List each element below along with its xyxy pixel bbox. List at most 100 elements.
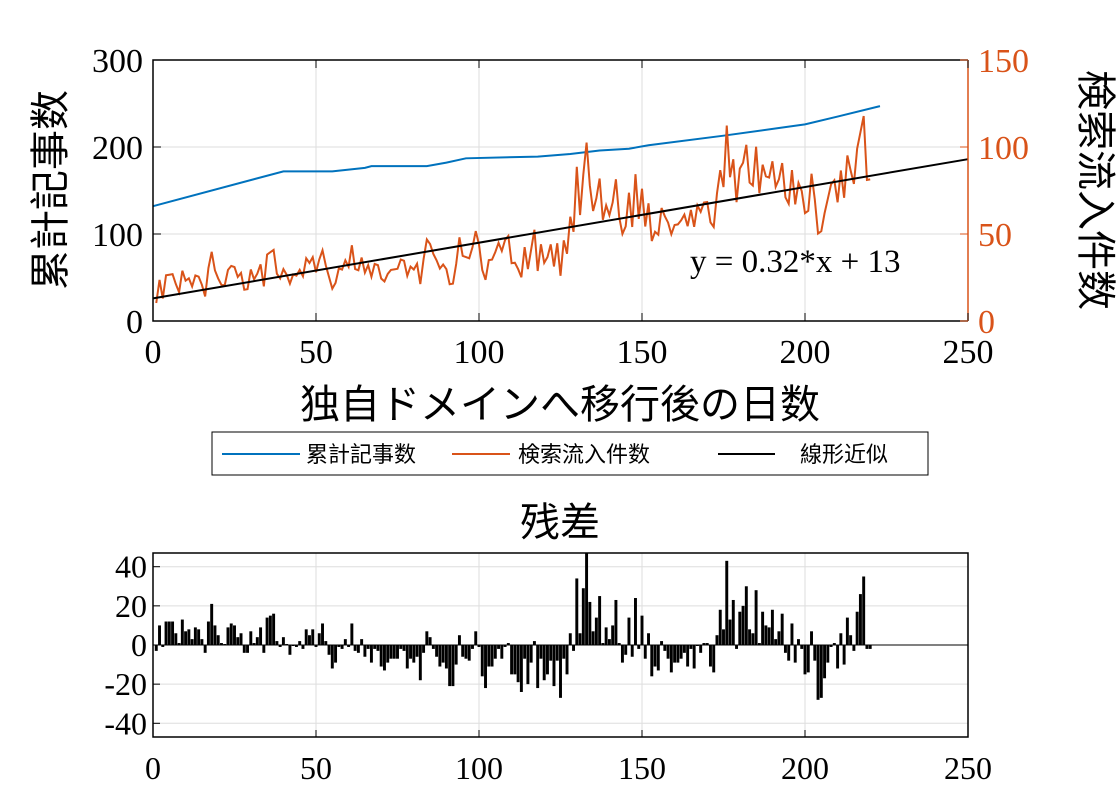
residual-bar xyxy=(845,617,849,645)
residual-bar xyxy=(620,645,624,663)
residual-bar xyxy=(369,645,373,663)
residual-bar xyxy=(725,560,729,645)
residual-bar xyxy=(689,645,693,649)
residual-bar xyxy=(656,645,660,671)
residual-bar xyxy=(471,645,474,649)
residual-bar xyxy=(842,645,846,665)
residual-bar xyxy=(598,596,602,645)
residual-bar xyxy=(399,645,403,649)
residual-bar xyxy=(184,631,188,645)
residual-bar xyxy=(777,631,781,645)
residual-bar xyxy=(474,631,478,645)
residual-bar xyxy=(552,645,556,687)
residual-bar xyxy=(790,623,794,645)
right-y-tick-label: 100 xyxy=(978,130,1029,167)
legend-box xyxy=(211,431,929,476)
residual-bar xyxy=(594,617,598,645)
residual-bar xyxy=(640,615,644,645)
residual-bars xyxy=(153,553,968,700)
residual-bar xyxy=(510,645,514,675)
residual-bar xyxy=(539,645,543,659)
residual-bar xyxy=(852,645,856,651)
residual-bar xyxy=(454,645,458,665)
residual-bar xyxy=(757,643,761,645)
residual-bar xyxy=(744,586,748,645)
search-traffic-line xyxy=(155,115,871,304)
residual-bar xyxy=(229,623,233,645)
residual-x-tick-label: 200 xyxy=(781,750,829,786)
residual-bar xyxy=(464,645,468,659)
residual-bar xyxy=(568,633,572,645)
residual-bar xyxy=(337,645,341,647)
residual-bar xyxy=(770,609,774,645)
residual-bar xyxy=(480,645,484,677)
residual-bar xyxy=(718,609,722,645)
residual-bar xyxy=(536,645,540,689)
residual-bar xyxy=(774,639,778,645)
residual-bar xyxy=(699,645,703,653)
residual-bar xyxy=(722,629,725,645)
residual-bar xyxy=(738,611,742,645)
residual-bar xyxy=(800,645,804,649)
residual-bar xyxy=(751,633,755,645)
residual-bar xyxy=(673,645,677,663)
x-tick-label: 250 xyxy=(943,334,994,371)
residual-bar xyxy=(702,643,706,645)
residual-bar xyxy=(767,627,771,645)
residual-bar xyxy=(712,645,716,673)
residual-bar xyxy=(614,599,618,645)
legend: 累計記事数 検索流入件数 線形近似 xyxy=(211,431,929,476)
residual-bar xyxy=(438,645,442,667)
residual-bar xyxy=(249,631,253,645)
residual-bar xyxy=(340,645,344,649)
residual-bar xyxy=(154,645,158,651)
residual-bar xyxy=(233,625,236,645)
residual-bar xyxy=(490,645,494,667)
residual-bar xyxy=(308,635,311,645)
residual-bar xyxy=(431,645,435,649)
left-y-axis-label: 累計記事数 xyxy=(28,90,74,290)
residual-x-tick-label: 0 xyxy=(145,750,161,786)
residual-bar xyxy=(823,645,827,679)
residual-bar xyxy=(793,645,797,663)
residual-bar xyxy=(396,645,399,659)
residual-bar xyxy=(839,633,843,645)
residual-bar xyxy=(317,633,321,645)
residual-bar xyxy=(200,639,204,645)
residual-bar xyxy=(422,645,426,653)
residual-bar xyxy=(660,641,664,645)
residual-bar xyxy=(193,627,197,645)
left-y-tick-label: 300 xyxy=(92,43,143,80)
residual-bar xyxy=(715,635,719,645)
residual-bar xyxy=(158,625,161,645)
residual-bar xyxy=(555,645,559,661)
residual-bar xyxy=(816,645,820,700)
residual-bar xyxy=(686,645,690,667)
residual-x-tick-label: 150 xyxy=(618,750,666,786)
residual-bar xyxy=(386,645,390,663)
residual-bar xyxy=(787,645,791,661)
residual-bar xyxy=(187,629,191,645)
residual-y-tick-label: -20 xyxy=(104,666,147,702)
residual-bar xyxy=(213,625,217,645)
residual-bar xyxy=(353,645,357,651)
top-axes-frame xyxy=(152,59,968,322)
residual-bar xyxy=(164,621,168,645)
residual-bar xyxy=(708,645,712,667)
residual-bar xyxy=(321,623,324,645)
residual-bar xyxy=(347,645,351,647)
residual-bar xyxy=(451,645,455,687)
residual-bar xyxy=(493,645,497,659)
residual-bar xyxy=(862,576,866,645)
residual-y-tick-label: -40 xyxy=(104,705,147,741)
residual-bar xyxy=(272,613,276,645)
residual-bar xyxy=(304,629,308,645)
residual-bar xyxy=(679,645,683,659)
x-tick-label: 50 xyxy=(299,334,333,371)
residual-bar xyxy=(666,645,670,659)
residual-bar xyxy=(467,645,471,661)
residual-bar xyxy=(607,639,611,645)
residual-bar xyxy=(278,645,282,647)
residual-bar xyxy=(259,627,263,645)
